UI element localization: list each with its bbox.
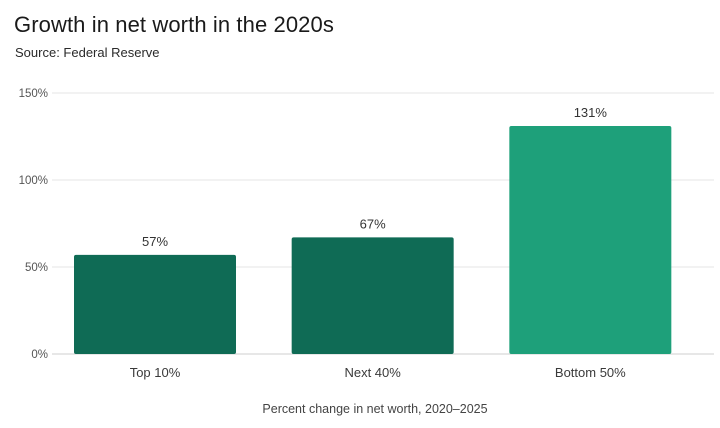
y-tick-label: 50% [25, 262, 48, 274]
chart-title: Growth in net worth in the 2020s [14, 12, 334, 37]
y-tick-label: 150% [19, 88, 48, 100]
data-label: 57% [142, 234, 168, 249]
x-axis-title: Percent change in net worth, 2020–2025 [262, 402, 487, 416]
y-tick-label: 100% [19, 175, 48, 187]
bars [74, 126, 672, 354]
data-label: 131% [574, 105, 608, 120]
labels: 0% 50% 100% 150% 57% Top 10% 67% Next 40% 131% Bo… [19, 88, 627, 380]
x-tick-label: Bottom 50% [555, 365, 626, 380]
bar-bottom-50- [509, 126, 672, 354]
bar-next-40- [291, 237, 454, 354]
data-label: 67% [360, 216, 386, 231]
x-tick-label: Top 10% [130, 365, 181, 380]
y-tick-label: 0% [31, 349, 48, 361]
bar-top-10- [74, 254, 236, 354]
x-tick-label: Next 40% [344, 365, 401, 380]
chart-subtitle: Source: Federal Reserve [15, 45, 160, 60]
